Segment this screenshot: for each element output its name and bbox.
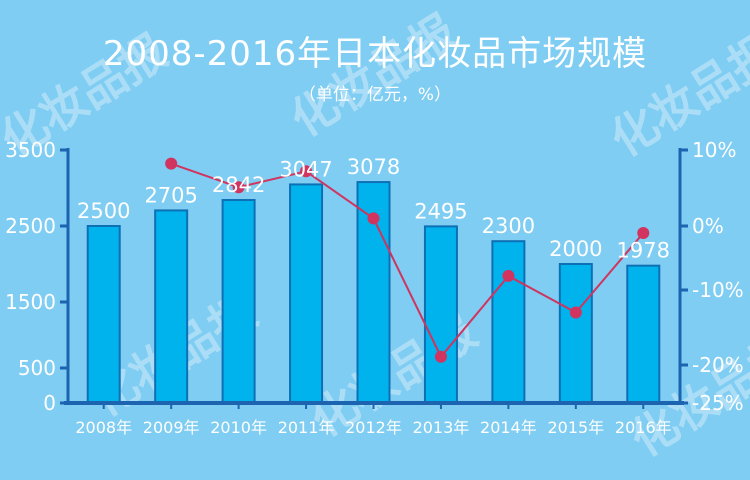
bar-value-label: 2842 (212, 173, 265, 197)
x-tick-label: 2013年 (413, 418, 470, 437)
y-left-tick-label: 3500 (5, 138, 56, 162)
bar (626, 264, 661, 404)
y-left-tick-label: 500 (18, 356, 56, 380)
bar (86, 225, 121, 404)
growth-point (165, 157, 178, 170)
bar-value-label: 1978 (617, 239, 670, 263)
growth-point (569, 306, 582, 319)
x-tick-label: 2016年 (615, 418, 672, 437)
bar (491, 240, 526, 404)
y-right-tick-label: 10% (692, 138, 736, 162)
growth-point (300, 165, 313, 178)
y-left-tick-label: 0 (43, 391, 56, 415)
bar-value-label: 2495 (414, 199, 467, 223)
y-left-tick-label: 2500 (5, 214, 56, 238)
bar-value-label: 2000 (549, 237, 602, 261)
x-tick-label: 2008年 (75, 418, 132, 437)
growth-point (502, 269, 515, 282)
x-tick-label: 2012年 (345, 418, 402, 437)
bar (423, 225, 458, 404)
growth-point (637, 227, 650, 240)
y-right-tick-label: -10% (692, 278, 744, 302)
growth-point (367, 212, 380, 225)
y-right-tick-label: 0% (692, 214, 724, 238)
bar-value-label: 2705 (144, 183, 197, 207)
y-left-tick-label: 1500 (5, 290, 56, 314)
bar-value-label: 2500 (77, 199, 130, 223)
x-tick-label: 2015年 (547, 418, 604, 437)
y-right-tick-label: -20% (692, 353, 744, 377)
growth-point (232, 181, 245, 194)
chart-title: 2008-2016年日本化妆品市场规模 (102, 34, 648, 74)
x-tick-label: 2010年 (210, 418, 267, 437)
bar-value-label: 3078 (347, 155, 400, 179)
bar (558, 263, 593, 404)
chart-subtitle: （单位：亿元，%） (298, 85, 452, 105)
x-tick-label: 2009年 (143, 418, 200, 437)
bar (289, 183, 324, 404)
growth-point (434, 350, 447, 363)
x-tick-label: 2014年 (480, 418, 537, 437)
bar (154, 209, 189, 404)
growth-line (170, 162, 645, 359)
bar-value-label: 3047 (279, 157, 332, 181)
y-right-tick-label: -25% (692, 391, 744, 415)
bar-value-label: 2300 (482, 214, 535, 238)
bar (221, 199, 256, 404)
x-tick-label: 2011年 (278, 418, 335, 437)
